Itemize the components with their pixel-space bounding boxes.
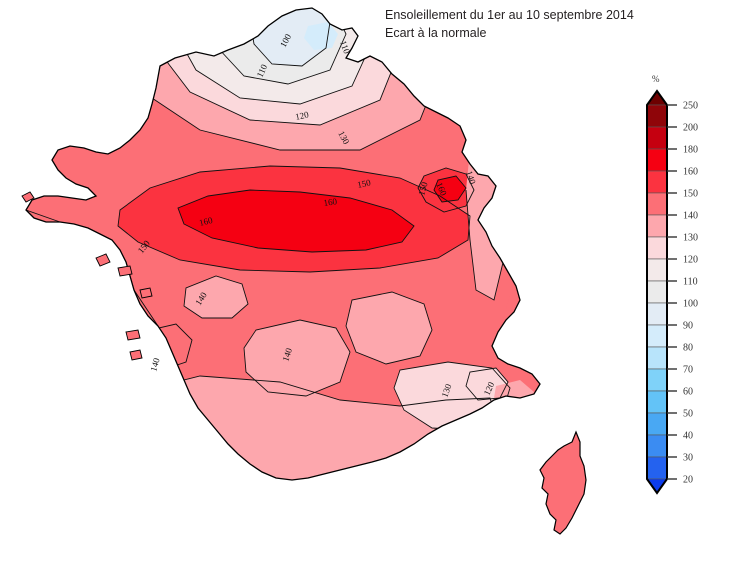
contour-140-massif — [243, 319, 351, 397]
colorbar-band-10 — [646, 478, 668, 494]
colorbar-band-250 — [646, 90, 668, 106]
colorbar-tick-label-50: 50 — [683, 409, 693, 420]
contour-label-110-east: 110 — [338, 39, 352, 55]
colorbar-tick-label-20: 20 — [683, 475, 693, 486]
contour-label-130-provence: 130 — [439, 382, 453, 399]
contour-140-limousin — [183, 275, 249, 319]
contour-120-azur — [465, 367, 509, 401]
figure-title-line-2: Ecart à la normale — [385, 26, 487, 41]
islet-noirmoutier — [139, 287, 153, 299]
colorbar-tick-label-70: 70 — [683, 365, 693, 376]
contour-label-150-alsace: 150 — [416, 180, 429, 196]
colorbar-tick-label-30: 30 — [683, 453, 693, 464]
band-fill-130-140-rhone — [346, 292, 432, 364]
colorbar-band-20 — [646, 456, 668, 480]
colorbar-tick-label-130: 130 — [683, 233, 698, 244]
colorbar-legend: % 250 200 180 160 150 140 130 120 110 100 90 80 70 60… — [630, 70, 730, 560]
colorbar-band-30 — [646, 434, 668, 458]
colorbar-band-140 — [646, 192, 668, 216]
contour-150-alsace — [417, 167, 475, 213]
contour-140-rhone — [345, 291, 433, 365]
corsica-outline — [539, 430, 587, 535]
band-fill-130-140-limousin — [184, 276, 248, 318]
band-fill-130-140-massif — [244, 320, 350, 396]
colorbar-tick-label-110: 110 — [683, 277, 698, 288]
coastal-islets — [21, 191, 153, 361]
colorbar-band-130 — [646, 214, 668, 238]
band-fill-160-180-centre — [178, 190, 414, 252]
colorbar-tick-label-60: 60 — [683, 387, 693, 398]
france-anomaly-map: 100 110 110 120 130 150 160 160 150 150 … — [21, 7, 587, 535]
colorbar-body: 250 200 180 160 150 140 130 120 110 100 90 80 70 60 50… — [644, 88, 730, 501]
colorbar-tick-label-160: 160 — [683, 167, 698, 178]
contour-label-140-east: 140 — [464, 170, 478, 186]
band-fill-80-90-manche — [304, 22, 338, 50]
colorbar-tick-label-180: 180 — [683, 145, 698, 156]
map-svg: 100 110 110 120 130 150 160 160 150 150 … — [21, 7, 587, 535]
contour-label-160-centre: 160 — [198, 215, 214, 228]
contour-160-centre — [177, 189, 415, 253]
contour-label-140-massif: 140 — [280, 346, 294, 362]
islet-belle-ile — [117, 265, 133, 277]
colorbar-band-200 — [646, 104, 668, 128]
contour-label-150-centre-e: 150 — [356, 177, 372, 190]
contour-label-120-north: 120 — [294, 109, 310, 122]
contour-label-160-centre-e: 160 — [323, 196, 338, 208]
islet-re — [125, 329, 141, 341]
islet-ouessant — [21, 191, 35, 203]
contour-label-140-aquitaine: 140 — [148, 356, 161, 372]
colorbar-tick-label-140: 140 — [683, 211, 698, 222]
contour-140-south — [119, 375, 501, 480]
colorbar-tick-label-250: 250 — [683, 101, 698, 112]
figure-title-line-1: Ensoleillement du 1er au 10 septembre 20… — [385, 8, 634, 22]
colorbar-band-80 — [646, 324, 668, 348]
figure-title-block: Ensoleillement du 1er au 10 septembre 20… — [385, 6, 634, 42]
colorbar-tick-label-100: 100 — [683, 299, 698, 310]
colorbar-band-160 — [646, 148, 668, 172]
colorbar-band-40 — [646, 412, 668, 436]
colorbar-svg: 250 200 180 160 150 140 130 120 110 100 90 80 70 60 50… — [646, 89, 698, 495]
colorbar-unit-label: % — [652, 74, 660, 84]
mainland-anomaly-bands — [26, 8, 540, 480]
france-mainland-outline — [25, 7, 541, 481]
corsica — [539, 430, 587, 535]
colorbar-band-60 — [646, 368, 668, 392]
colorbar-tick-label-80: 80 — [683, 343, 693, 354]
colorbar-band-70 — [646, 346, 668, 370]
colorbar-band-110 — [646, 258, 668, 282]
colorbar-band-180 — [646, 126, 668, 150]
colorbar-tick-label-150: 150 — [683, 189, 698, 200]
colorbar-tick-label-90: 90 — [683, 321, 693, 332]
islet-groix — [95, 253, 111, 267]
band-fill-alsace-core — [442, 182, 456, 196]
colorbar-band-100 — [646, 280, 668, 304]
colorbar-tick-label-120: 120 — [683, 255, 698, 266]
colorbar-band-90 — [646, 302, 668, 326]
colorbar-tick-label-200: 200 — [683, 123, 698, 134]
colorbar-tick-label-40: 40 — [683, 431, 693, 442]
colorbar-band-50 — [646, 390, 668, 414]
colorbar-band-150 — [646, 170, 668, 194]
islet-oleron — [129, 349, 143, 361]
contour-150-centre — [117, 165, 471, 273]
colorbar-band-120 — [646, 236, 668, 260]
contour-160-alsace — [433, 175, 467, 203]
